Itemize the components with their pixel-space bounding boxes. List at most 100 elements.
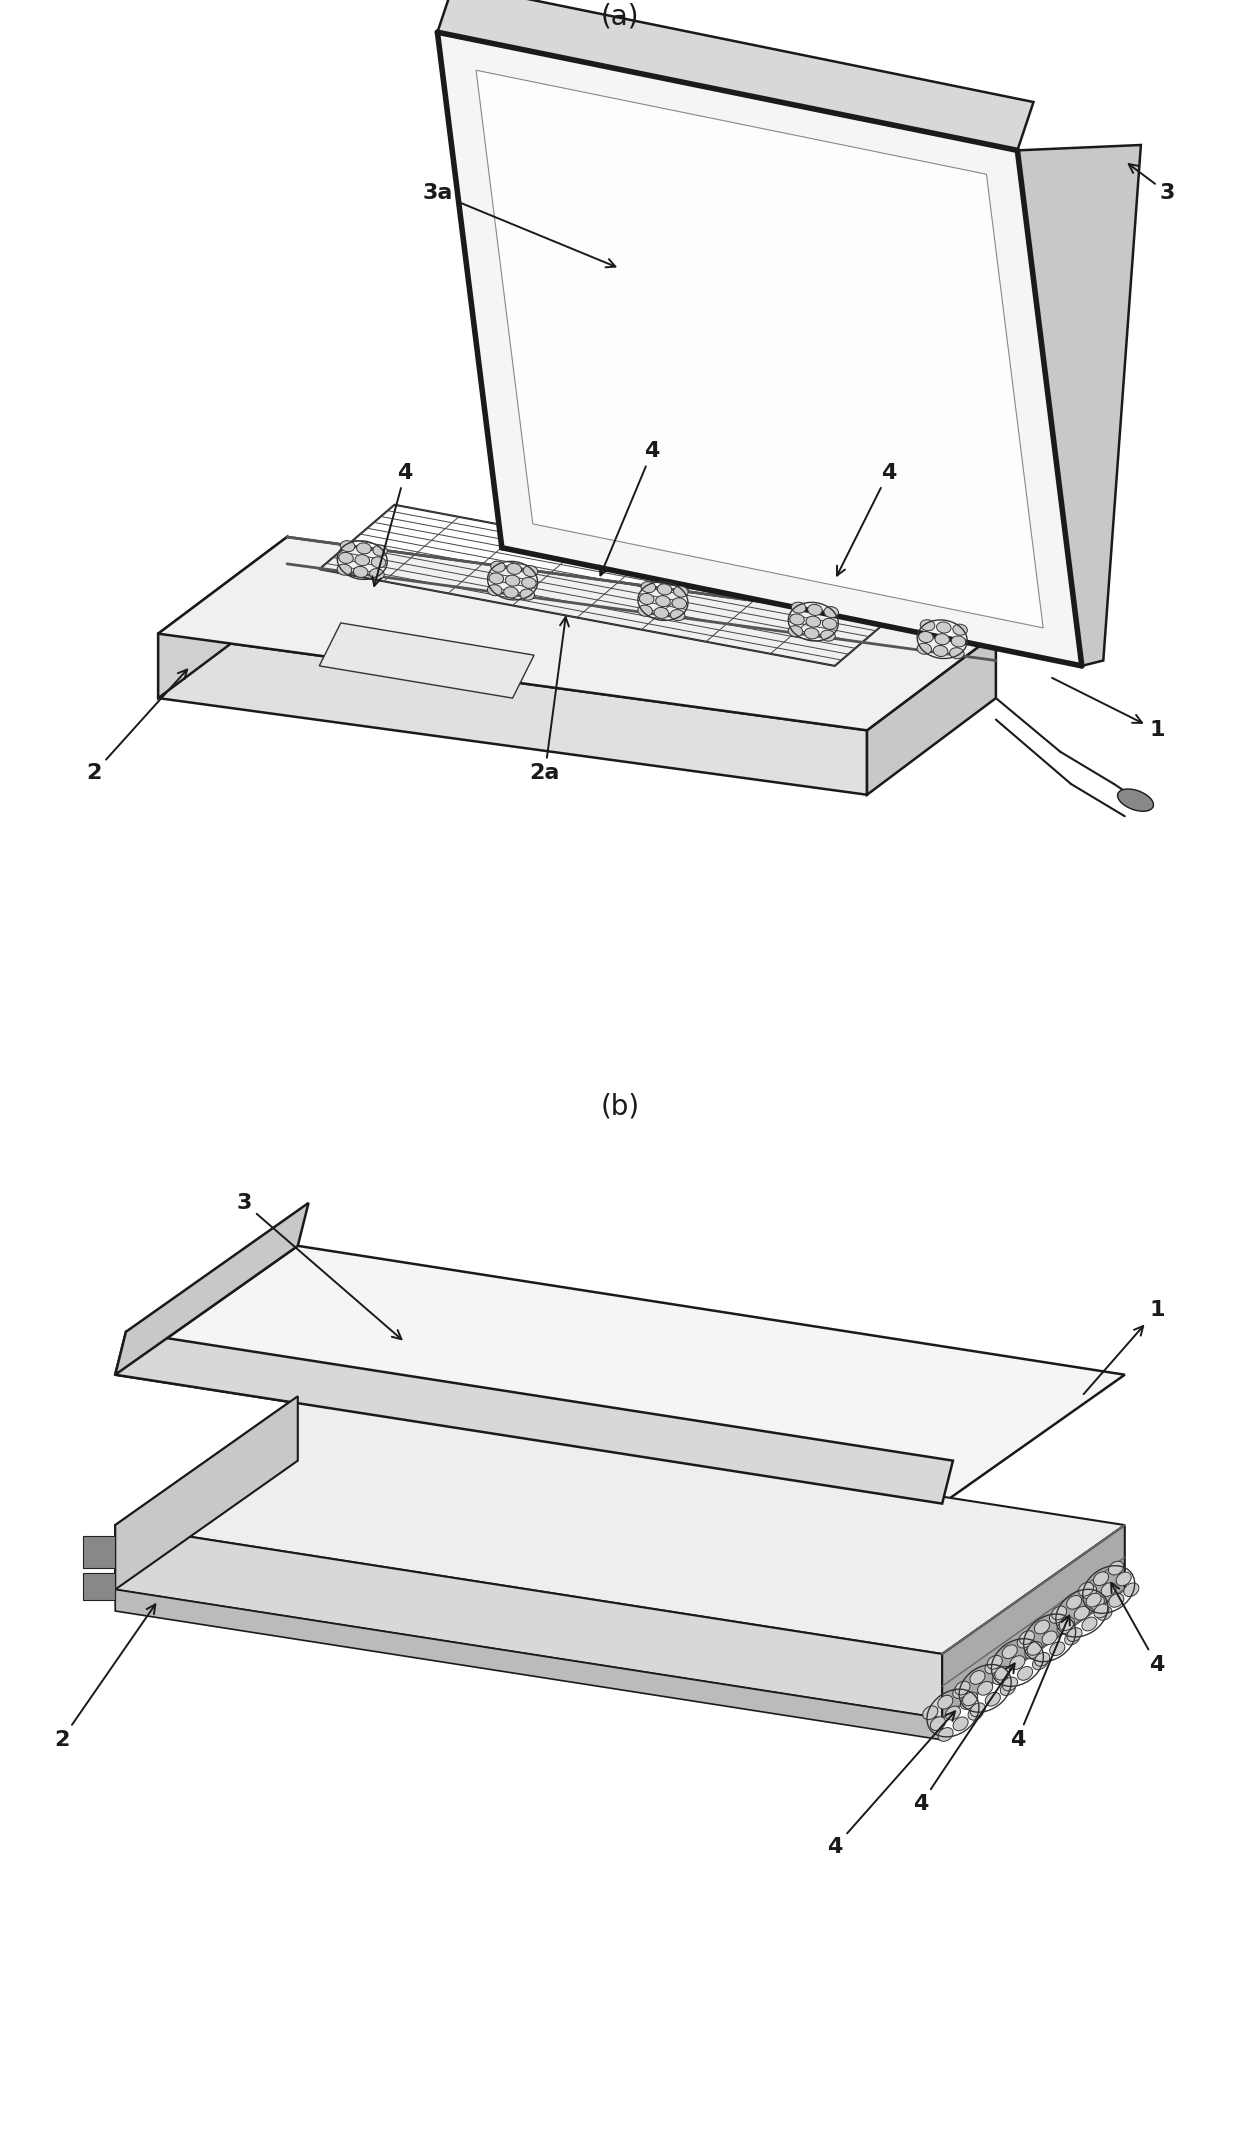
Ellipse shape <box>945 1706 961 1721</box>
Ellipse shape <box>805 627 818 638</box>
Ellipse shape <box>962 1693 977 1706</box>
Ellipse shape <box>789 625 802 636</box>
Ellipse shape <box>1017 1635 1032 1648</box>
Ellipse shape <box>1123 1583 1138 1596</box>
Ellipse shape <box>641 582 656 593</box>
Polygon shape <box>867 634 996 795</box>
Ellipse shape <box>1116 1572 1131 1585</box>
Polygon shape <box>115 1525 942 1718</box>
Polygon shape <box>115 1203 309 1375</box>
Ellipse shape <box>1109 1562 1123 1574</box>
Polygon shape <box>1017 144 1141 666</box>
Ellipse shape <box>1034 1652 1050 1667</box>
Ellipse shape <box>355 554 370 565</box>
Ellipse shape <box>955 1682 970 1695</box>
Text: (a): (a) <box>600 2 640 30</box>
Ellipse shape <box>790 614 805 625</box>
Ellipse shape <box>1027 1641 1042 1656</box>
Ellipse shape <box>1042 1630 1058 1645</box>
Text: 2: 2 <box>86 670 187 784</box>
Text: 1: 1 <box>1052 679 1164 741</box>
Ellipse shape <box>1024 1645 1040 1658</box>
Ellipse shape <box>503 586 518 597</box>
Ellipse shape <box>930 1716 945 1731</box>
Ellipse shape <box>920 621 935 632</box>
Text: 4: 4 <box>837 462 897 576</box>
Polygon shape <box>942 1525 1125 1718</box>
Ellipse shape <box>1034 1620 1049 1635</box>
Ellipse shape <box>1009 1656 1025 1669</box>
Ellipse shape <box>923 1706 937 1721</box>
Polygon shape <box>159 537 288 698</box>
Polygon shape <box>115 1396 1125 1654</box>
Ellipse shape <box>952 1684 968 1699</box>
Text: 4: 4 <box>600 440 660 576</box>
Ellipse shape <box>1059 1617 1074 1630</box>
Ellipse shape <box>1033 1656 1048 1669</box>
Text: 2: 2 <box>53 1605 155 1751</box>
Ellipse shape <box>1002 1645 1017 1658</box>
Ellipse shape <box>919 632 934 642</box>
Ellipse shape <box>970 1703 986 1716</box>
Text: 2a: 2a <box>529 616 569 784</box>
Ellipse shape <box>822 619 837 629</box>
Ellipse shape <box>994 1667 1009 1680</box>
Ellipse shape <box>823 606 838 619</box>
Text: 4: 4 <box>372 462 413 586</box>
Polygon shape <box>159 537 996 730</box>
Text: (b): (b) <box>600 1091 640 1121</box>
Ellipse shape <box>657 584 672 595</box>
Ellipse shape <box>1094 1572 1109 1585</box>
Ellipse shape <box>937 1695 952 1710</box>
Ellipse shape <box>992 1671 1008 1684</box>
Ellipse shape <box>671 610 684 621</box>
Ellipse shape <box>821 629 836 640</box>
Polygon shape <box>83 1572 115 1600</box>
Ellipse shape <box>806 616 821 627</box>
Ellipse shape <box>522 578 536 589</box>
Text: 4: 4 <box>913 1663 1014 1815</box>
Ellipse shape <box>353 567 368 578</box>
Ellipse shape <box>1094 1605 1109 1617</box>
Ellipse shape <box>1050 1641 1065 1656</box>
Ellipse shape <box>934 644 947 657</box>
Ellipse shape <box>1052 1607 1066 1620</box>
Polygon shape <box>438 32 1081 666</box>
Polygon shape <box>476 71 1043 627</box>
Polygon shape <box>319 623 534 698</box>
Ellipse shape <box>506 576 520 586</box>
Ellipse shape <box>935 634 950 644</box>
Ellipse shape <box>918 642 931 655</box>
Text: 1: 1 <box>1084 1300 1164 1394</box>
Ellipse shape <box>1101 1583 1116 1596</box>
Ellipse shape <box>1049 1609 1064 1624</box>
Ellipse shape <box>673 586 688 597</box>
Ellipse shape <box>986 1693 1001 1706</box>
Ellipse shape <box>489 574 503 584</box>
Ellipse shape <box>1081 1585 1096 1598</box>
Ellipse shape <box>952 625 967 636</box>
Ellipse shape <box>954 1716 968 1731</box>
Ellipse shape <box>1079 1583 1094 1596</box>
Text: 3: 3 <box>237 1192 402 1338</box>
Ellipse shape <box>1117 788 1153 812</box>
Ellipse shape <box>987 1656 1002 1669</box>
Ellipse shape <box>950 649 965 659</box>
Ellipse shape <box>520 589 534 599</box>
Ellipse shape <box>1002 1678 1018 1690</box>
Ellipse shape <box>1074 1607 1090 1620</box>
Ellipse shape <box>807 604 822 616</box>
Ellipse shape <box>487 584 502 595</box>
Ellipse shape <box>1065 1630 1080 1645</box>
Ellipse shape <box>339 552 353 563</box>
Ellipse shape <box>1066 1628 1083 1641</box>
Ellipse shape <box>937 1727 954 1742</box>
Polygon shape <box>83 1536 115 1568</box>
Ellipse shape <box>1066 1596 1081 1609</box>
Ellipse shape <box>936 623 951 634</box>
Ellipse shape <box>1109 1594 1123 1607</box>
Ellipse shape <box>653 608 668 619</box>
Ellipse shape <box>1019 1630 1034 1645</box>
Ellipse shape <box>1089 1596 1105 1609</box>
Ellipse shape <box>370 569 384 580</box>
